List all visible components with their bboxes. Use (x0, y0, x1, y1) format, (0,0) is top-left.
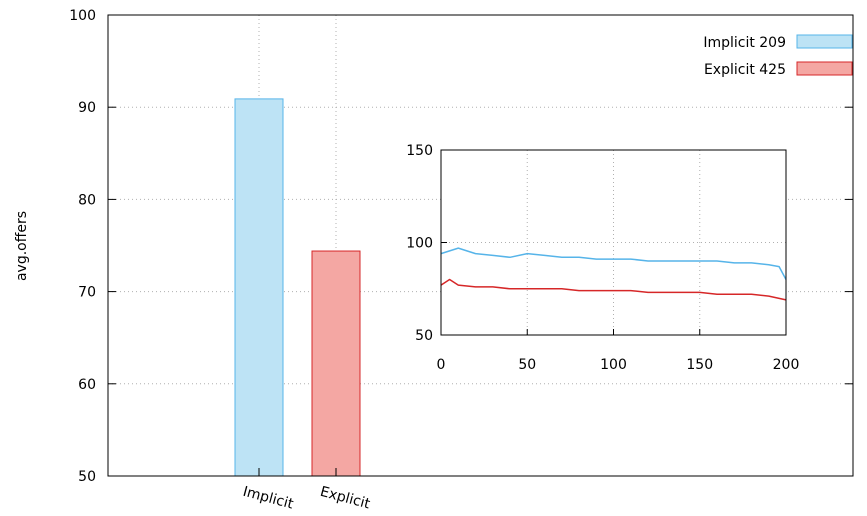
inset-x-tick-label: 100 (600, 357, 627, 373)
x-tick-label: Explicit (318, 484, 372, 513)
inset-x-tick-label: 200 (773, 357, 800, 373)
y-tick-label: 90 (78, 100, 96, 116)
y-tick-label: 50 (78, 469, 96, 485)
y-axis-label: avg.offers (14, 211, 30, 281)
plot-frame (107, 14, 854, 477)
inset-x-tick-label: 150 (686, 357, 713, 373)
inset-y-tick-label: 100 (406, 236, 433, 252)
main-axes (107, 14, 854, 477)
y-tick-label: 60 (78, 377, 96, 393)
inset-frame (440, 149, 787, 336)
y-tick-label: 100 (69, 8, 96, 24)
inset-line-explicit (440, 278, 787, 301)
inset-x-tick-label: 50 (518, 357, 536, 373)
legend-label: Explicit 425 (704, 62, 786, 78)
bar-explicit (311, 250, 361, 477)
legend: Implicit 209 Explicit 425 (703, 34, 853, 78)
inset-line-implicit (440, 247, 787, 280)
inset-y-tick-label: 50 (415, 328, 433, 344)
inset-y-tick-label: 150 (406, 143, 433, 159)
y-tick-label: 70 (78, 285, 96, 301)
main-bars (234, 98, 361, 477)
legend-label: Implicit 209 (703, 35, 786, 51)
y-tick-labels: 50 60 70 80 90 100 (69, 8, 853, 485)
bar-implicit (234, 98, 284, 477)
legend-swatch (796, 34, 853, 49)
legend-swatch (796, 61, 853, 76)
inset-x-tick-label: 0 (437, 357, 446, 373)
x-tick-label: Implicit (241, 484, 295, 513)
y-tick-label: 80 (78, 192, 96, 208)
